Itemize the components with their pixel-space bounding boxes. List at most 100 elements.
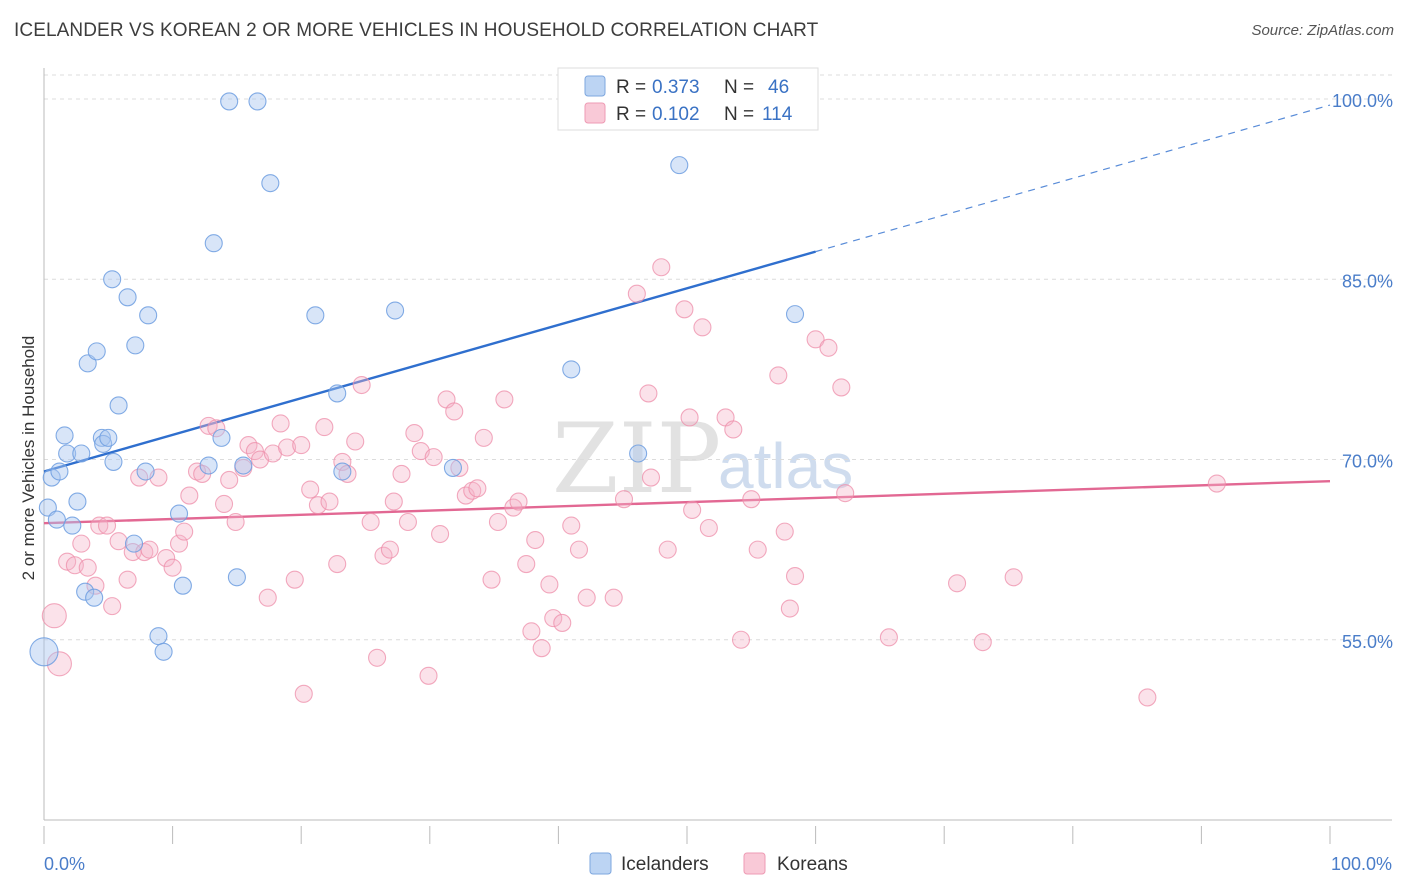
- chart-title: ICELANDER VS KOREAN 2 OR MORE VEHICLES I…: [14, 20, 819, 41]
- point-korean: [1207, 474, 1226, 493]
- point-korean: [522, 622, 541, 641]
- point-icelander: [94, 434, 113, 453]
- point-icelander: [169, 504, 189, 523]
- point-korean: [627, 284, 646, 303]
- point-icelander: [29, 637, 59, 667]
- point-icelander: [68, 492, 87, 511]
- point-korean: [532, 639, 551, 658]
- point-korean: [785, 567, 805, 586]
- point-korean: [553, 613, 572, 632]
- point-korean: [72, 534, 91, 553]
- point-korean: [775, 522, 794, 541]
- trend-line-icelanders-extension: [815, 104, 1331, 253]
- point-icelander: [72, 444, 91, 463]
- point-korean: [118, 570, 137, 589]
- point-icelander: [50, 462, 69, 481]
- trend-line-icelanders: [43, 250, 816, 473]
- bottom-legend: Icelanders Koreans: [589, 852, 848, 875]
- point-korean: [361, 512, 380, 532]
- point-icelander: [99, 428, 118, 447]
- point-korean: [517, 555, 536, 574]
- point-icelander: [118, 288, 137, 307]
- point-icelander: [629, 444, 648, 463]
- point-korean: [540, 575, 559, 594]
- point-icelander: [220, 92, 239, 111]
- axes: [43, 68, 1392, 844]
- legend-n-value-2: 114: [762, 104, 793, 125]
- point-korean: [109, 532, 128, 551]
- point-korean: [271, 414, 290, 433]
- y-axis-label: 2 or more Vehicles in Household: [19, 336, 38, 581]
- point-korean: [405, 424, 424, 443]
- legend-swatch-koreans: [584, 102, 606, 124]
- point-icelander: [154, 642, 173, 661]
- point-korean: [285, 570, 304, 589]
- legend-r-value-1: 0.373: [652, 77, 700, 98]
- point-korean: [604, 588, 623, 607]
- point-icelander: [204, 234, 223, 253]
- point-korean: [431, 524, 450, 544]
- point-icelander: [670, 156, 689, 175]
- point-korean: [352, 375, 371, 395]
- point-korean: [103, 597, 122, 616]
- x-tick-label-max: 100.0%: [1331, 854, 1392, 874]
- point-korean: [445, 402, 464, 421]
- watermark-zip: ZIP: [552, 403, 721, 515]
- point-icelander: [47, 510, 66, 529]
- point-icelander: [78, 354, 97, 373]
- point-korean: [333, 452, 352, 471]
- watermark: ZIP atlas: [552, 403, 853, 515]
- point-icelander: [85, 588, 104, 607]
- point-icelander: [328, 384, 347, 403]
- point-korean: [175, 522, 194, 541]
- series-koreans: [41, 258, 1226, 707]
- point-icelander: [212, 428, 231, 447]
- point-korean: [748, 540, 767, 559]
- point-icelander: [58, 444, 77, 463]
- point-korean: [562, 516, 581, 535]
- point-korean: [509, 492, 528, 511]
- point-korean: [780, 599, 799, 618]
- point-korean: [419, 666, 438, 685]
- point-korean: [398, 512, 417, 532]
- point-korean: [526, 530, 545, 550]
- trend-line-koreans: [43, 479, 1331, 525]
- point-korean: [495, 390, 514, 409]
- point-korean: [180, 486, 199, 505]
- series-icelanders: [29, 92, 805, 667]
- point-korean: [504, 498, 523, 517]
- legend-r-label-2: R =: [616, 104, 646, 125]
- x-tick-label-min: 0.0%: [44, 854, 85, 874]
- point-korean: [157, 548, 176, 568]
- point-korean: [973, 633, 992, 652]
- point-korean: [41, 603, 67, 629]
- y-tick-label: 100.0%: [1332, 91, 1393, 111]
- point-korean: [226, 512, 245, 532]
- point-korean: [769, 366, 788, 385]
- trend-lines: [43, 104, 1331, 525]
- point-icelander: [248, 92, 267, 111]
- point-korean: [641, 468, 661, 487]
- point-korean: [384, 492, 403, 511]
- bottom-legend-koreans: Koreans: [777, 854, 848, 875]
- point-korean: [46, 651, 72, 677]
- point-icelander: [126, 336, 145, 355]
- point-icelander: [562, 360, 581, 379]
- point-korean: [693, 318, 712, 337]
- point-korean: [488, 512, 508, 532]
- point-korean: [207, 419, 226, 438]
- point-korean: [163, 558, 182, 577]
- point-korean: [169, 534, 189, 553]
- grid: 55.0% 70.0% 85.0% 100.0%: [44, 74, 1393, 652]
- point-icelander: [227, 568, 246, 587]
- point-icelander: [199, 456, 218, 475]
- point-korean: [474, 428, 493, 447]
- point-korean: [948, 574, 967, 593]
- point-icelander: [386, 301, 405, 320]
- bottom-legend-swatch-koreans: [743, 852, 766, 875]
- point-korean: [658, 540, 677, 559]
- point-korean: [742, 490, 761, 509]
- point-korean: [806, 330, 825, 349]
- point-korean: [90, 516, 109, 535]
